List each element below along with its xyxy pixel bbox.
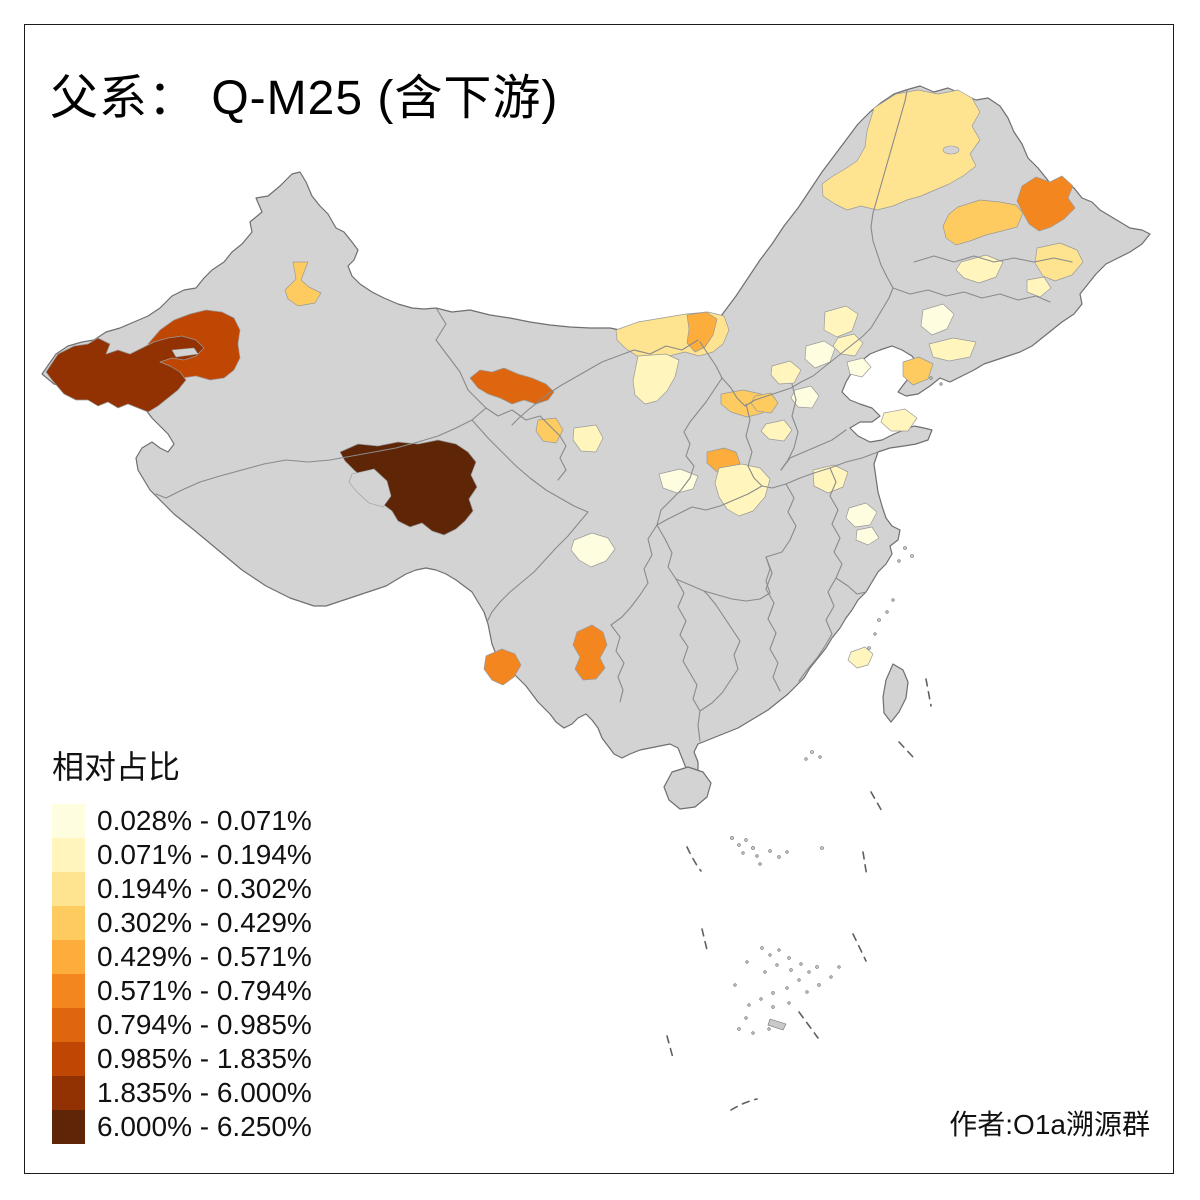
region-west-yunnan bbox=[483, 648, 522, 686]
legend-row: 0.794% - 0.985% bbox=[52, 1008, 312, 1042]
region-shandong-peninsula-pale bbox=[880, 408, 918, 432]
legend-row: 0.302% - 0.429% bbox=[52, 906, 312, 940]
legend-label: 0.028% - 0.071% bbox=[97, 805, 312, 836]
region-hulunbuir bbox=[821, 89, 981, 211]
legend-swatch bbox=[52, 1008, 85, 1042]
region-west-sichuan-cream bbox=[570, 532, 616, 568]
region-jilin-small bbox=[1026, 276, 1052, 298]
legend-swatch bbox=[52, 940, 85, 974]
region-central-yunnan bbox=[572, 624, 608, 681]
region-liaoning-east-pale bbox=[928, 337, 977, 362]
legend-swatch bbox=[52, 838, 85, 872]
legend-row: 0.028% - 0.071% bbox=[52, 804, 312, 838]
legend-label: 0.571% - 0.794% bbox=[97, 975, 312, 1006]
region-hulunbuir-gray-islet bbox=[942, 145, 960, 155]
region-jilin-west-pale bbox=[955, 254, 1004, 284]
province-borders bbox=[155, 90, 1073, 742]
legend-label: 0.429% - 0.571% bbox=[97, 941, 312, 972]
map-legend: 相对占比 0.028% - 0.071% 0.071% - 0.194% 0.194… bbox=[52, 742, 312, 1144]
legend-row: 0.985% - 1.835% bbox=[52, 1042, 312, 1076]
legend-swatch bbox=[52, 974, 85, 1008]
small-island-dots bbox=[730, 376, 943, 1035]
legend-row: 0.194% - 0.302% bbox=[52, 872, 312, 906]
legend-swatch bbox=[52, 1042, 85, 1076]
legend-label: 0.794% - 0.985% bbox=[97, 1009, 312, 1040]
legend-row: 1.835% - 6.000% bbox=[52, 1076, 312, 1110]
region-hubei-cream bbox=[658, 468, 699, 494]
region-central-gansu-pale bbox=[572, 424, 604, 453]
region-coastal-fujian-small bbox=[847, 646, 874, 669]
legend-label: 1.835% - 6.000% bbox=[97, 1077, 312, 1108]
legend-swatch bbox=[52, 1076, 85, 1110]
legend-row: 0.429% - 0.571% bbox=[52, 940, 312, 974]
region-east-heilongjiang-orange bbox=[1016, 175, 1076, 232]
legend-label: 0.302% - 0.429% bbox=[97, 907, 312, 938]
region-west-gansu-corridor bbox=[469, 367, 555, 405]
legend-swatch bbox=[52, 872, 85, 906]
region-liaodong-dalian bbox=[902, 356, 934, 386]
hainan-island bbox=[663, 766, 712, 810]
region-north-jiangsu-pale bbox=[812, 464, 849, 494]
region-south-jiangsu-cream bbox=[845, 502, 878, 528]
region-jiangnan-cream bbox=[855, 526, 880, 546]
taiwan-island bbox=[882, 663, 909, 723]
region-shanxi-south-pale bbox=[760, 419, 793, 442]
legend-rows: 0.028% - 0.071% 0.071% - 0.194% 0.194% - 0… bbox=[52, 804, 312, 1144]
legend-row: 0.571% - 0.794% bbox=[52, 974, 312, 1008]
region-tianjin-cream bbox=[846, 357, 872, 378]
region-central-gansu-small bbox=[535, 417, 564, 444]
legend-swatch bbox=[52, 1110, 85, 1144]
region-aksu-gray-notch bbox=[171, 347, 199, 358]
legend-label: 0.071% - 0.194% bbox=[97, 839, 312, 870]
choropleth-regions bbox=[45, 89, 1084, 686]
legend-row: 6.000% - 6.250% bbox=[52, 1110, 312, 1144]
region-north-hebei-pale bbox=[832, 333, 864, 357]
legend-swatch bbox=[52, 906, 85, 940]
sea-boundary-dashes bbox=[666, 678, 932, 1111]
region-inner-mongolia-lower bbox=[632, 353, 680, 405]
attribution-text: 作者:O1a溯源群 bbox=[949, 1109, 1150, 1140]
legend-label: 6.000% - 6.250% bbox=[97, 1111, 312, 1142]
region-qinghai-gray-notch bbox=[348, 468, 392, 508]
region-guanzhong-shaanxi bbox=[714, 463, 771, 517]
legend-label: 0.194% - 0.302% bbox=[97, 873, 312, 904]
region-liaoning-west-cream bbox=[920, 303, 955, 336]
region-shanxi-north-pale bbox=[770, 360, 802, 385]
page-title: 父系： Q-M25 (含下游) bbox=[50, 72, 559, 125]
region-shanxi-central-cream bbox=[790, 385, 820, 409]
legend-row: 0.071% - 0.194% bbox=[52, 838, 312, 872]
region-north-xinjiang-small bbox=[284, 261, 322, 307]
legend-title: 相对占比 bbox=[52, 749, 181, 785]
region-jilin-east bbox=[1034, 242, 1084, 282]
region-west-xinjiang-kashgar-tip bbox=[45, 335, 205, 413]
region-chifeng-pale bbox=[823, 305, 859, 338]
region-central-heilongjiang-band bbox=[942, 199, 1024, 246]
legend-swatch bbox=[52, 804, 85, 838]
legend-label: 0.985% - 1.835% bbox=[97, 1043, 312, 1074]
